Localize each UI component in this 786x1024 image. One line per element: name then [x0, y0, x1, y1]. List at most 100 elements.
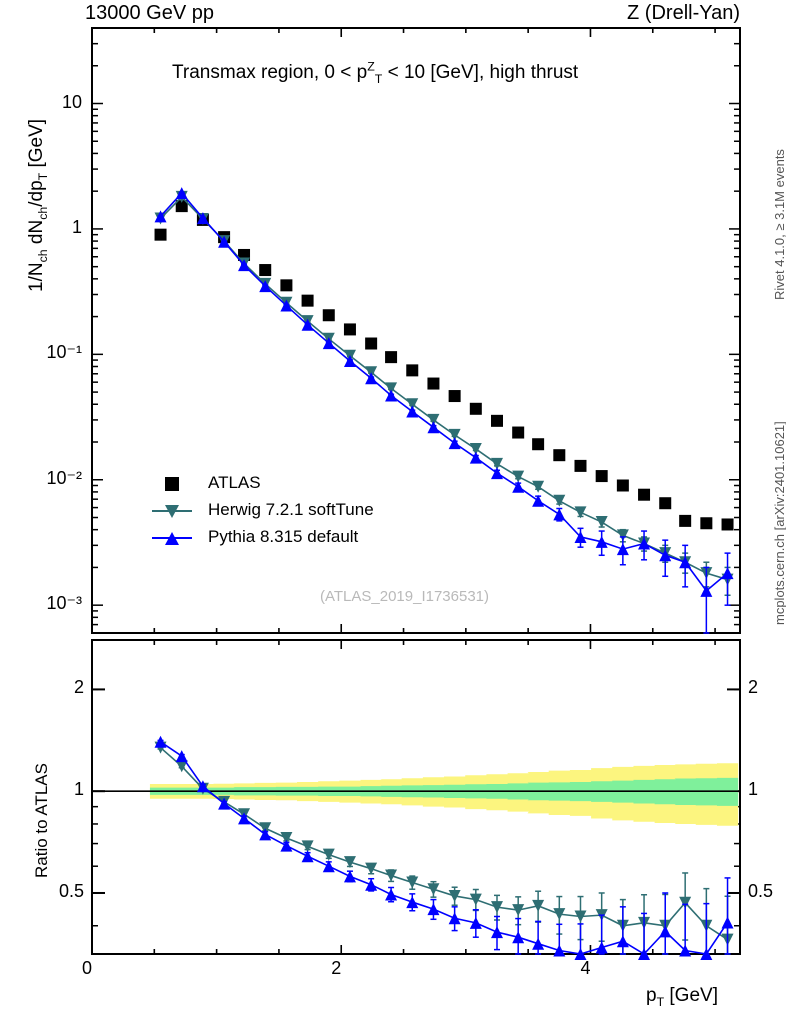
data-marker	[532, 937, 545, 950]
data-marker	[469, 451, 482, 464]
data-marker	[343, 354, 356, 367]
data-marker	[154, 735, 167, 748]
ratio-line	[160, 747, 728, 941]
data-marker	[469, 442, 482, 455]
data-marker	[427, 377, 440, 390]
data-marker	[616, 543, 629, 556]
data-marker	[196, 780, 209, 793]
data-marker	[659, 925, 672, 938]
data-marker	[427, 903, 440, 916]
ratio-y-ticklabel-right: 0.5	[748, 880, 774, 901]
data-marker	[238, 259, 251, 272]
data-marker	[406, 876, 419, 889]
data-marker	[427, 413, 440, 426]
y-ticklabel: 1	[71, 216, 82, 237]
data-marker	[301, 840, 314, 853]
data-marker	[259, 280, 272, 293]
data-marker	[343, 856, 356, 869]
main-panel-frame	[91, 27, 741, 634]
series-pythia	[154, 187, 734, 634]
process-label: Z (Drell-Yan)	[627, 2, 740, 24]
data-marker	[574, 459, 587, 472]
data-marker	[385, 869, 398, 882]
legend-label: Pythia 8.315 default	[208, 527, 359, 546]
data-marker	[553, 494, 566, 507]
data-marker	[469, 893, 482, 906]
data-marker	[532, 494, 545, 507]
y-ticklabel: 10⁻¹	[46, 342, 82, 363]
data-marker	[385, 351, 398, 364]
data-marker	[301, 294, 314, 307]
data-marker	[301, 850, 314, 863]
data-marker	[491, 926, 503, 939]
data-marker	[365, 372, 378, 385]
data-marker	[259, 264, 272, 277]
data-marker	[595, 470, 608, 483]
data-marker	[638, 537, 651, 550]
data-marker	[491, 414, 503, 427]
legend-marker	[165, 505, 179, 518]
data-marker	[616, 935, 629, 948]
data-marker	[574, 948, 587, 960]
x-ticklabel: 4	[580, 958, 591, 978]
data-marker	[574, 910, 587, 923]
data-marker	[553, 508, 566, 521]
data-marker	[343, 323, 356, 336]
series-line	[159, 191, 729, 593]
data-marker	[721, 916, 734, 929]
data-marker	[553, 944, 566, 957]
data-marker	[175, 187, 188, 200]
data-marker	[553, 908, 566, 921]
data-marker	[427, 421, 440, 434]
data-marker	[218, 797, 231, 810]
plot-subtitle: Transmax region, 0 < pZT < 10 [GeV], hig…	[172, 60, 578, 86]
legend-marker-triangle-up	[152, 532, 192, 545]
legend-marker	[165, 477, 179, 491]
data-marker	[448, 912, 461, 925]
data-marker	[491, 901, 503, 914]
data-marker	[196, 212, 209, 225]
analysis-watermark: (ATLAS_2019_I1736531)	[320, 588, 490, 605]
data-marker	[616, 479, 629, 492]
data-marker	[385, 389, 398, 402]
y-ticklabel: 10	[61, 91, 82, 112]
legend-label: Herwig 7.2.1 softTune	[208, 500, 374, 519]
data-marker	[301, 318, 314, 331]
data-marker	[574, 506, 587, 519]
data-marker	[406, 896, 419, 909]
data-marker	[175, 750, 188, 763]
data-marker	[659, 497, 672, 510]
data-marker	[700, 517, 713, 530]
data-marker	[512, 470, 525, 483]
ratio-series-pythia	[154, 735, 734, 960]
data-marker	[512, 931, 525, 944]
data-marker	[679, 556, 692, 569]
data-marker	[406, 398, 419, 411]
data-marker	[679, 896, 692, 909]
data-marker	[322, 337, 335, 350]
data-marker	[700, 948, 713, 960]
data-marker	[491, 457, 503, 470]
y-ticklabel: 10⁻²	[46, 467, 82, 488]
y-ticklabel: 10⁻³	[46, 593, 82, 614]
data-marker	[259, 822, 272, 835]
data-marker	[448, 889, 461, 902]
data-marker	[238, 812, 251, 825]
data-marker	[322, 848, 335, 861]
data-marker	[491, 467, 503, 480]
data-marker	[154, 210, 167, 223]
x-axis-label-text: pT [GeV]	[646, 985, 718, 1009]
data-marker	[532, 899, 545, 912]
ratio-y-ticklabel: 0.5	[58, 880, 84, 901]
data-marker	[469, 402, 482, 415]
data-marker	[406, 364, 419, 377]
data-marker	[469, 916, 482, 929]
data-marker	[595, 516, 608, 529]
data-marker	[175, 200, 188, 213]
data-marker	[280, 832, 293, 845]
ratio-panel-frame	[91, 639, 741, 955]
plot-subtitle-text: Transmax region, 0 < pZT < 10 [GeV], hig…	[172, 60, 579, 87]
data-marker	[365, 862, 378, 875]
